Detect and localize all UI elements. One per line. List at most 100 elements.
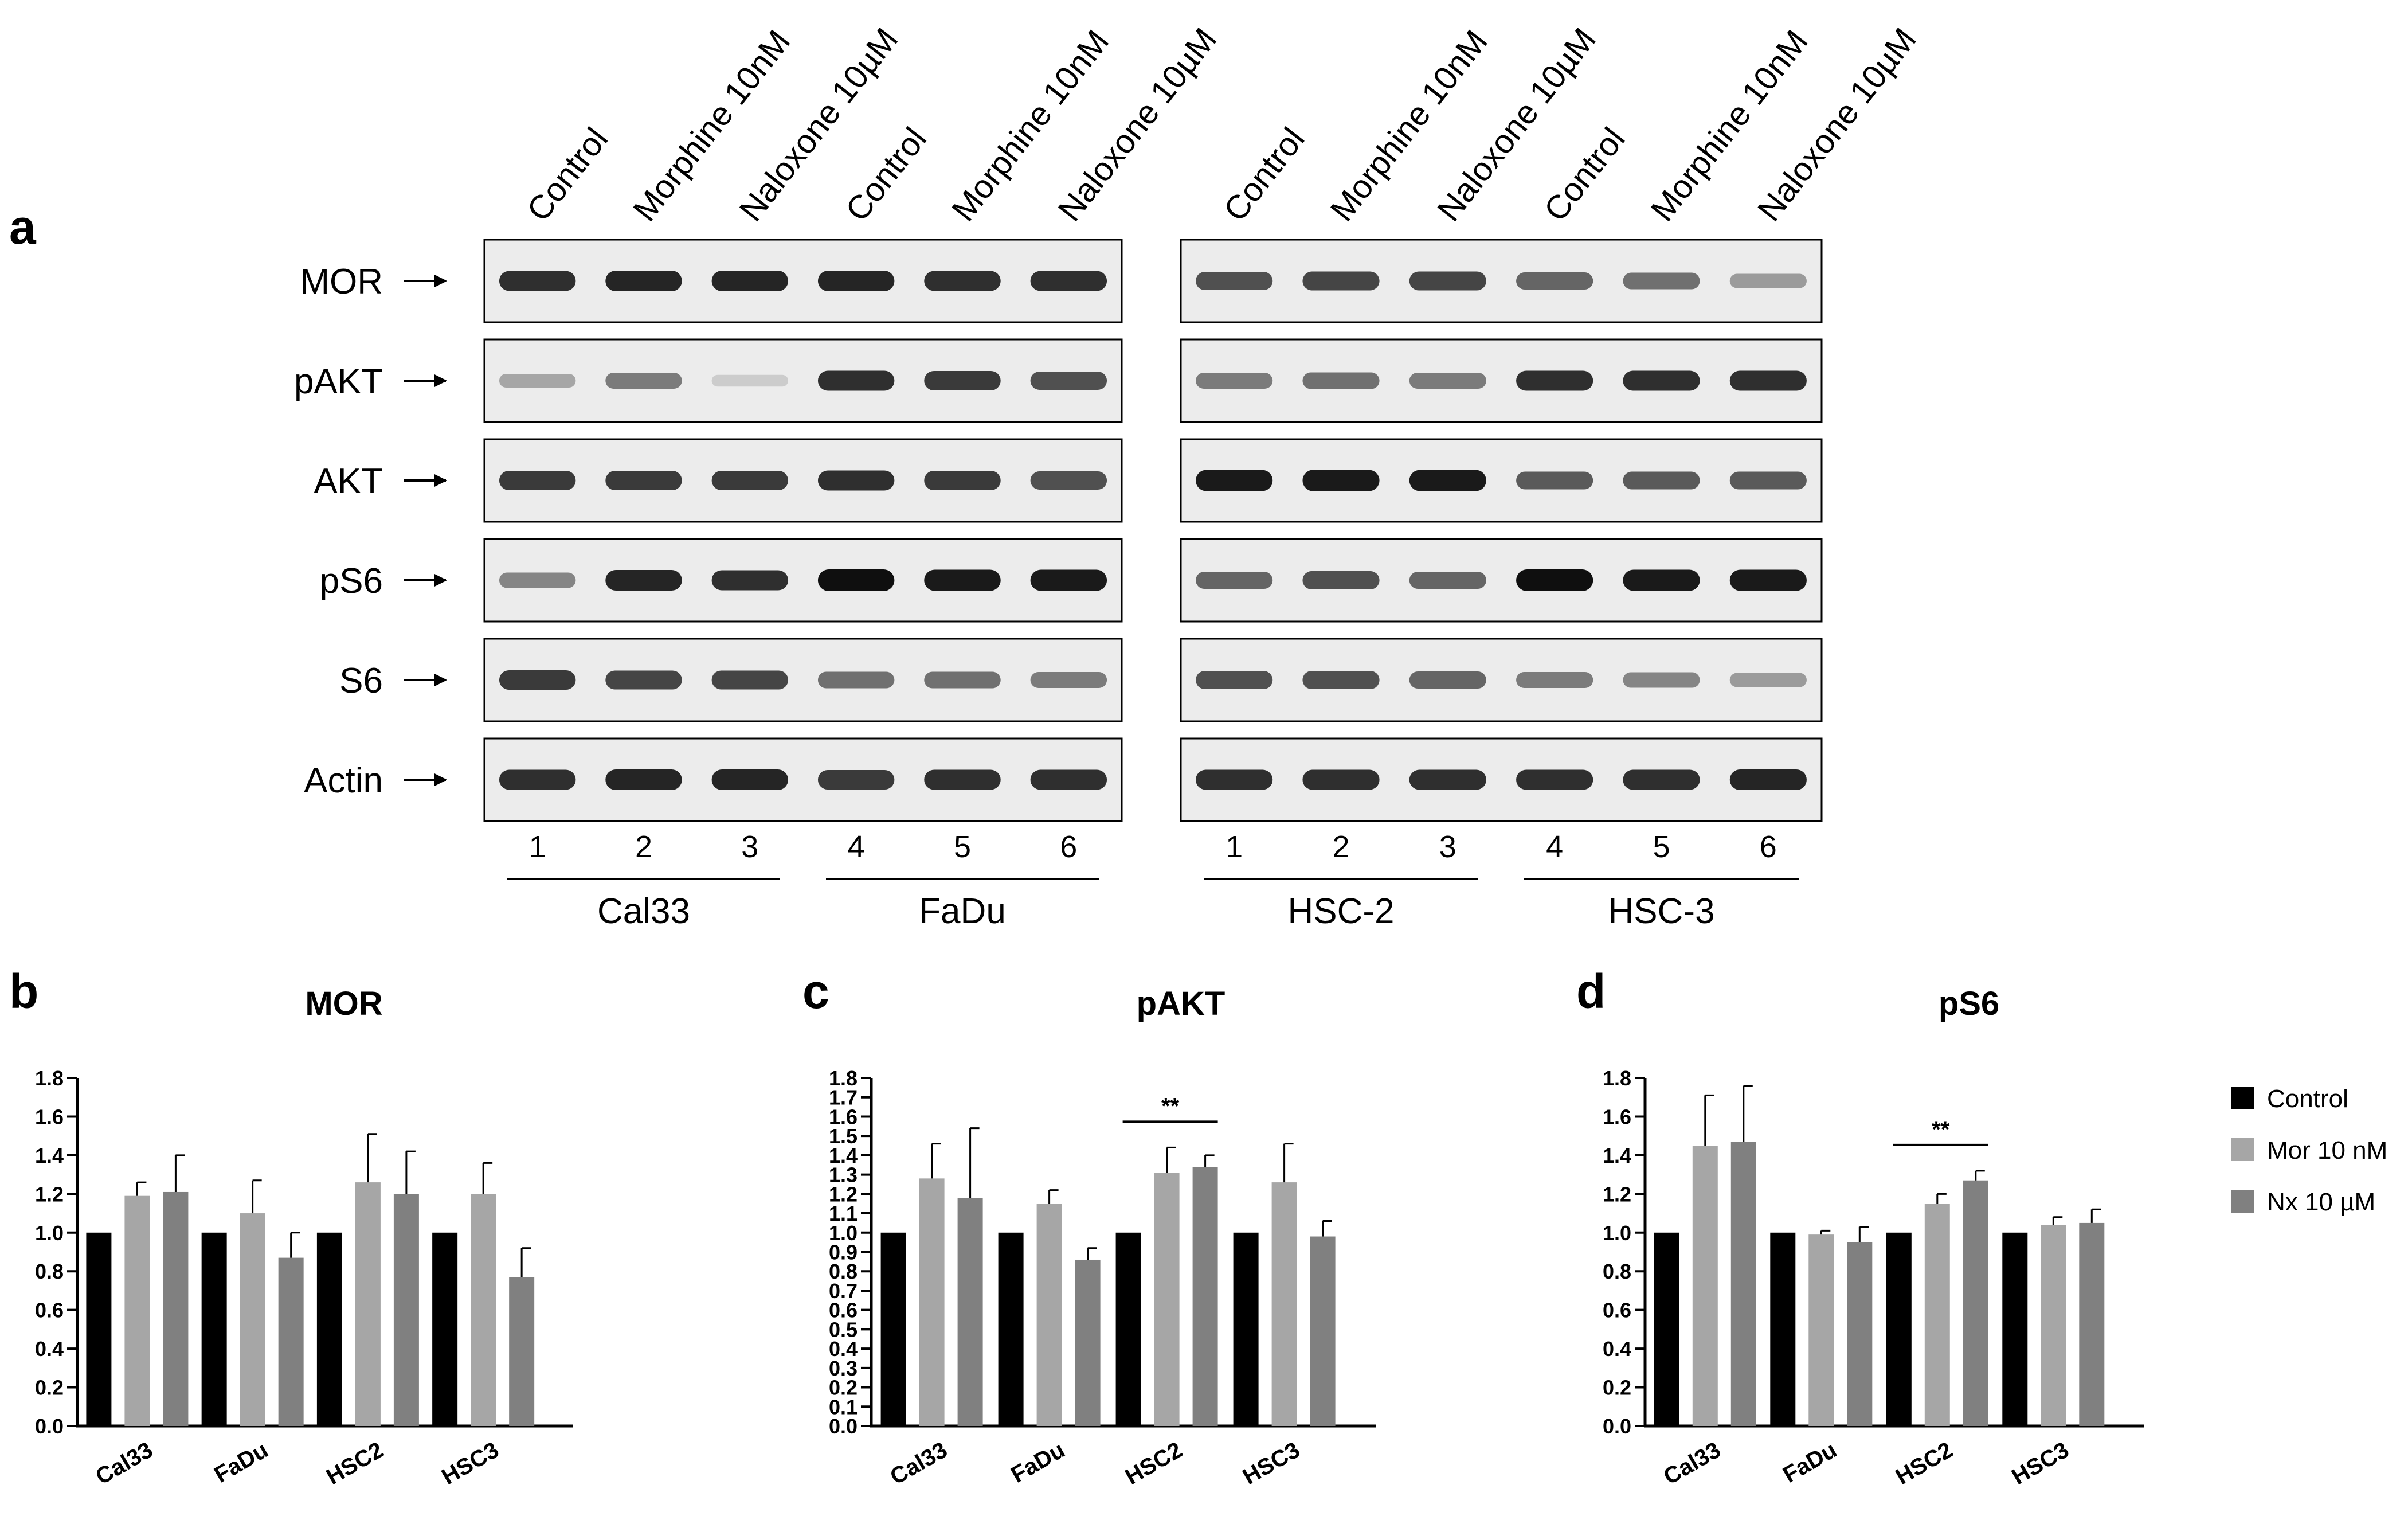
blot-box-pakt (483, 338, 1123, 423)
blot-band (605, 570, 682, 591)
y-tick-label: 0.0 (1603, 1415, 1631, 1438)
blot-box-s6 (1180, 638, 1823, 722)
lane-number: 2 (1332, 830, 1349, 864)
blot-box-actin (483, 737, 1123, 822)
blot-band (711, 570, 789, 591)
blot-band (1196, 671, 1273, 689)
bar-hsc3-mor-10-nm (2041, 1225, 2066, 1426)
row-label-pakt: pAKT (294, 362, 383, 401)
blot-band (1729, 769, 1807, 790)
blot-box-akt (1180, 438, 1823, 523)
blot-band (1623, 272, 1700, 290)
y-tick-label: 0.0 (829, 1415, 858, 1438)
lane-number: 1 (529, 830, 546, 864)
lane-number: 3 (1439, 830, 1456, 864)
bar-fadu-control (998, 1232, 1024, 1426)
blot-band (1196, 769, 1273, 790)
y-tick-label: 1.6 (1603, 1105, 1631, 1128)
blot-band (1409, 373, 1486, 389)
blot-band (1302, 571, 1380, 589)
y-tick-label: 1.6 (35, 1105, 64, 1128)
blot-band (1729, 471, 1807, 490)
blot-band (1302, 671, 1380, 689)
bar-cal33-mor-10-nm (1692, 1146, 1718, 1426)
blot-band (924, 569, 1001, 591)
y-tick-label: 0.7 (829, 1279, 858, 1303)
row-label-actin: Actin (304, 761, 383, 800)
lane-number: 1 (1225, 830, 1243, 864)
blot-band (924, 271, 1001, 291)
bar-cal33-nx-10-m (1730, 1142, 1756, 1426)
row-arrow-head (434, 674, 447, 686)
y-tick-label: 0.6 (35, 1299, 64, 1322)
lane-number: 4 (1546, 830, 1563, 864)
row-label-mor: MOR (300, 262, 383, 302)
bar-fadu-nx-10-m (278, 1257, 304, 1426)
bar-hsc3-control (432, 1232, 458, 1426)
blot-band (499, 374, 576, 388)
y-tick-label: 1.8 (35, 1066, 64, 1090)
y-tick-label: 0.2 (35, 1376, 64, 1400)
bar-hsc3-mor-10-nm (471, 1194, 496, 1426)
bar-hsc2-mor-10-nm (1924, 1204, 1950, 1426)
y-tick-label: 0.6 (1603, 1299, 1631, 1322)
y-tick-label: 0.8 (1603, 1260, 1631, 1283)
bar-fadu-nx-10-m (1075, 1259, 1101, 1426)
blot-band (1623, 769, 1700, 790)
blot-band (711, 374, 789, 387)
chart-title-ps6: pS6 (1939, 985, 1999, 1022)
y-tick-label: 1.2 (1603, 1182, 1631, 1206)
blot-band (499, 471, 576, 490)
blot-band (711, 271, 789, 291)
bar-hsc2-nx-10-m (1963, 1180, 1988, 1426)
y-tick-label: 1.0 (829, 1221, 858, 1245)
y-tick-label: 0.6 (829, 1299, 858, 1322)
bar-hsc3-nx-10-m (2079, 1222, 2105, 1426)
y-tick-label: 0.0 (35, 1415, 64, 1438)
blot-box-ps6 (483, 538, 1123, 623)
blot-band (1409, 671, 1486, 689)
bar-hsc2-mor-10-nm (355, 1182, 381, 1426)
blot-band (1030, 569, 1107, 591)
blot-band (924, 471, 1001, 490)
blot-box-s6 (483, 638, 1123, 722)
panel-letter-a: a (9, 200, 37, 254)
row-arrow-head (434, 773, 447, 786)
blot-band (1623, 569, 1700, 591)
blot-band (1623, 370, 1700, 391)
bar-fadu-nx-10-m (1847, 1242, 1873, 1426)
y-tick-label: 1.3 (829, 1163, 858, 1187)
group-label-fadu: FaDu (919, 892, 1006, 931)
y-tick-label: 1.1 (829, 1202, 858, 1225)
legend: Control Mor 10 nM Nx 10 µM (2231, 1085, 2387, 1216)
blot-band (1516, 370, 1593, 391)
y-tick-label: 1.4 (829, 1144, 858, 1167)
blot-box-akt (483, 438, 1123, 523)
lane-number: 2 (635, 830, 652, 864)
bar-hsc2-control (1115, 1232, 1141, 1426)
blot-band (1729, 569, 1807, 591)
blot-band (1302, 470, 1380, 491)
blot-band (1729, 370, 1807, 391)
lane-number: 6 (1060, 830, 1077, 864)
group-label-cal33: Cal33 (597, 892, 690, 931)
blot-band (924, 371, 1001, 390)
blot-band (1516, 471, 1593, 490)
y-tick-label: 1.5 (829, 1124, 858, 1148)
y-tick-label: 0.4 (829, 1337, 858, 1361)
y-tick-label: 1.6 (829, 1105, 858, 1128)
legend-swatch-mor-10-nm (2231, 1138, 2254, 1161)
y-tick-label: 0.4 (1603, 1337, 1631, 1361)
lane-number: 3 (741, 830, 758, 864)
row-arrow-head (434, 474, 447, 487)
blot-band (817, 271, 895, 291)
y-tick-label: 1.2 (35, 1182, 64, 1206)
bar-fadu-control (201, 1232, 227, 1426)
blot-band (1409, 572, 1486, 589)
chart-title-mor: MOR (305, 985, 382, 1022)
blot-box-mor (483, 239, 1123, 323)
row-label-ps6: pS6 (320, 561, 383, 601)
significance-label: ** (1932, 1117, 1950, 1142)
blot-box-mor (1180, 239, 1823, 323)
